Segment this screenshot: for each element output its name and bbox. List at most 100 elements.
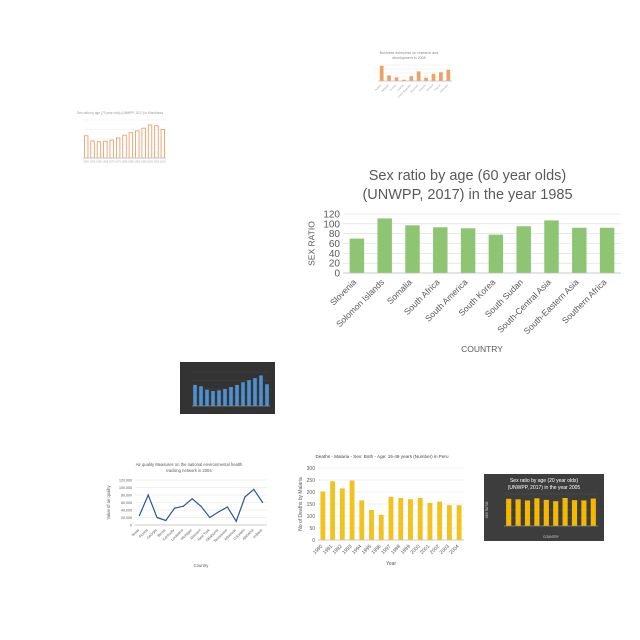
- air-quality-y-tick-label: 100,000: [119, 486, 132, 490]
- chart-blue-dark: [180, 362, 275, 414]
- malaria-y-tick-label: 300: [307, 466, 316, 472]
- top-small-bar: [402, 79, 406, 81]
- chart-left-small: Sex ratio by age (70 year olds) (UNWPP, …: [70, 108, 170, 174]
- main-y-axis-label: SEX RATIO: [307, 221, 317, 266]
- main-bar: [349, 238, 365, 273]
- left-small-bar: [147, 124, 153, 159]
- left-small-bar: [141, 127, 146, 159]
- air-quality-category-label: Illinois: [157, 528, 167, 538]
- top-small-bar: [431, 73, 436, 81]
- malaria-y-tick-label: 150: [307, 502, 316, 508]
- main-title-line: (UNWPP, 2017) in the year 1985: [362, 187, 572, 203]
- top-small-bar: [416, 71, 421, 81]
- air-quality-category-label: Texas: [131, 528, 141, 538]
- main-bar: [488, 234, 504, 273]
- air-quality-point: [235, 520, 237, 522]
- main-bar: [405, 225, 420, 273]
- left-small-category-label: 1965: [102, 159, 108, 163]
- left-small-bar: [154, 125, 159, 159]
- left-small-category-label: 1955: [90, 159, 96, 163]
- left-small-category-label: 1995: [141, 159, 147, 163]
- blue-dark-bar: [193, 384, 197, 406]
- chart-top-small-svg: Business enterprise on research anddevel…: [374, 51, 452, 99]
- malaria-bar: [359, 500, 365, 540]
- air-quality-category-label: Georgia: [146, 528, 158, 540]
- top-small-category-label: Croatia: [388, 83, 397, 92]
- blue-dark-bar: [229, 386, 233, 406]
- sex-ratio-2005-x-axis-label: COUNTRY: [543, 535, 560, 539]
- air-quality-point: [147, 494, 149, 496]
- malaria-y-tick-label: 250: [307, 478, 316, 484]
- left-small-bar: [84, 135, 89, 159]
- main-category-label: Solomon Islands: [334, 277, 386, 329]
- chart-malaria: Deaths - Malaria - Sex: Both - Age: 15-4…: [296, 450, 468, 568]
- air-quality-y-tick-label: 60,000: [121, 501, 132, 505]
- main-bar: [460, 228, 476, 273]
- malaria-y-tick-label: 50: [309, 526, 315, 532]
- malaria-bar: [398, 498, 404, 540]
- left-small-category-label: 1970: [109, 159, 115, 163]
- air-quality-point: [174, 507, 176, 509]
- top-small-bar: [409, 76, 414, 81]
- malaria-y-axis-label: No of Deaths by Malaria: [298, 477, 304, 531]
- sex-ratio-2005-bar: [515, 499, 521, 526]
- malaria-bar: [320, 491, 326, 540]
- malaria-y-tick-label: 0: [312, 538, 315, 544]
- left-small-bar: [128, 132, 134, 159]
- left-small-bar: [135, 130, 140, 159]
- air-quality-x-axis-label: Country: [194, 563, 210, 568]
- left-small-bar: [109, 139, 114, 159]
- sex-ratio-2005-bar: [506, 498, 512, 526]
- top-small-category-label: France: [433, 83, 442, 92]
- air-quality-point: [200, 505, 202, 507]
- top-small-category-label: Cyprus: [396, 83, 405, 92]
- top-small-bar: [446, 69, 451, 81]
- chart-air-quality-svg: Air quality Measures on the national env…: [106, 462, 267, 568]
- top-small-bar: [424, 77, 428, 81]
- malaria-bar: [339, 488, 345, 540]
- air-quality-point: [209, 516, 211, 519]
- air-quality-title-line: Air quality Measures on the national env…: [136, 462, 243, 467]
- top-small-bar: [379, 65, 384, 81]
- air-quality-category-label: Indiana: [252, 528, 263, 539]
- air-quality-y-tick-label: 0: [130, 523, 132, 527]
- malaria-bar: [456, 505, 462, 540]
- chart-air-quality: Air quality Measures on the national env…: [105, 460, 273, 570]
- main-title-line: Sex ratio by age (60 year olds): [369, 168, 566, 184]
- air-quality-point: [156, 516, 158, 519]
- air-quality-point: [226, 506, 228, 508]
- top-small-category-label: Estonia: [418, 83, 427, 92]
- blue-dark-bar: [259, 375, 263, 406]
- blue-dark-bar: [265, 384, 269, 406]
- main-y-tick-label: 20: [329, 259, 341, 270]
- main-bar: [377, 218, 392, 273]
- left-small-category-label: 1990: [134, 159, 140, 163]
- malaria-category-label: 2004: [448, 544, 460, 556]
- left-small-category-label: 2010: [160, 159, 166, 163]
- sex-ratio-2005-bar: [581, 500, 587, 526]
- main-bar: [516, 226, 531, 273]
- sex-ratio-2005-bar: [524, 500, 531, 526]
- malaria-bar: [427, 502, 433, 540]
- main-y-tick-label: 80: [329, 229, 341, 240]
- malaria-bar: [369, 510, 374, 540]
- left-small-category-label: 2000: [147, 159, 153, 163]
- air-quality-category-label: Florida: [138, 528, 149, 539]
- malaria-bar: [446, 505, 452, 540]
- air-quality-y-tick-label: 80,000: [121, 493, 132, 497]
- left-small-bar: [96, 141, 102, 159]
- malaria-y-tick-label: 200: [307, 490, 316, 496]
- blue-dark-bar: [253, 378, 257, 406]
- main-bar: [433, 227, 448, 273]
- top-small-category-label: Finland: [425, 83, 434, 92]
- air-quality-point: [262, 501, 264, 504]
- left-small-category-label: 2005: [154, 159, 160, 163]
- chart-malaria-svg: Deaths - Malaria - Sex: Both - Age: 15-4…: [298, 454, 464, 567]
- air-quality-point: [182, 505, 184, 507]
- sex-ratio-2005-title-line: (UNWPP, 2017) in the year 2005: [508, 485, 581, 491]
- malaria-bar: [349, 480, 355, 540]
- blue-dark-bar: [199, 386, 203, 406]
- left-small-category-label: 1980: [122, 159, 128, 163]
- air-quality-y-tick-label: 120,000: [119, 478, 132, 482]
- left-small-bar: [122, 134, 127, 159]
